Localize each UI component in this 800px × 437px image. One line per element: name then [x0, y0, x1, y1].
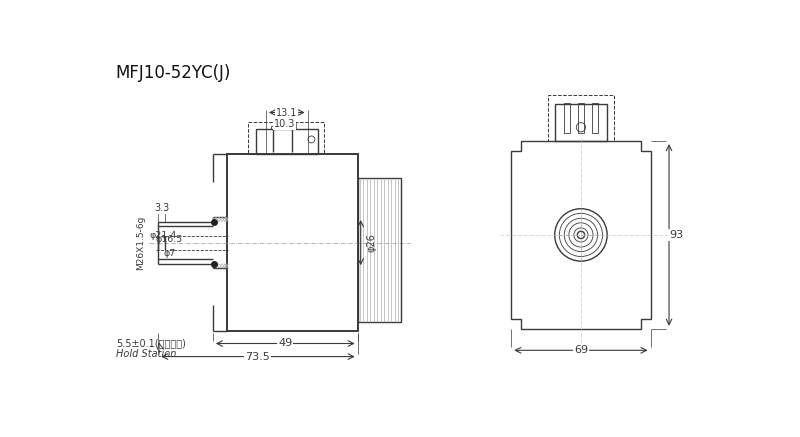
- Text: 93: 93: [669, 230, 683, 240]
- Text: 10.3: 10.3: [274, 119, 295, 129]
- Text: MFJ10-52YC(J): MFJ10-52YC(J): [116, 64, 231, 82]
- Text: φ26: φ26: [366, 233, 376, 252]
- Bar: [564, 103, 570, 133]
- Bar: [554, 104, 607, 141]
- Bar: [270, 125, 275, 129]
- Text: 69: 69: [574, 345, 588, 355]
- Text: 49: 49: [278, 339, 292, 348]
- Text: φ16.5: φ16.5: [156, 235, 183, 244]
- Bar: [256, 129, 318, 154]
- Bar: [226, 154, 358, 331]
- Text: φ7: φ7: [163, 249, 176, 258]
- Text: 3.3: 3.3: [154, 203, 169, 213]
- Text: M26X1.5-6g: M26X1.5-6g: [136, 215, 145, 270]
- Text: Hold Station: Hold Station: [116, 349, 176, 359]
- Text: 5.5±0.1(吸合位置): 5.5±0.1(吸合位置): [116, 339, 186, 348]
- Bar: [358, 178, 401, 322]
- Text: 13.1: 13.1: [276, 108, 298, 118]
- Bar: [578, 103, 584, 133]
- Bar: [548, 95, 614, 141]
- Bar: [592, 103, 598, 133]
- Text: 73.5: 73.5: [246, 352, 270, 361]
- Bar: [290, 125, 294, 129]
- Bar: [248, 122, 324, 154]
- Text: φ21.4: φ21.4: [150, 231, 177, 240]
